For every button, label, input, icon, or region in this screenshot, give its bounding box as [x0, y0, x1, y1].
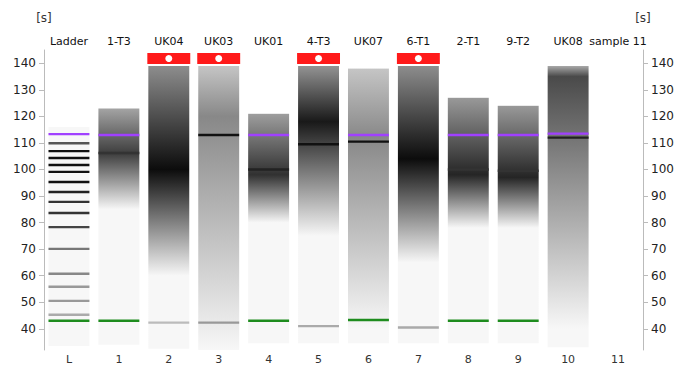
svg-text:130: 130	[13, 83, 36, 97]
svg-text:2-T1: 2-T1	[456, 35, 480, 48]
svg-text:90: 90	[21, 189, 36, 203]
svg-text:40: 40	[21, 322, 36, 336]
svg-text:4: 4	[265, 353, 272, 366]
svg-text:40: 40	[651, 322, 666, 336]
svg-text:2: 2	[165, 353, 172, 366]
svg-text:L: L	[66, 353, 73, 366]
svg-text:80: 80	[21, 216, 36, 230]
svg-text:UK03: UK03	[204, 35, 233, 48]
svg-text:[s]: [s]	[635, 11, 651, 25]
svg-text:10: 10	[561, 353, 575, 366]
svg-text:5: 5	[315, 353, 322, 366]
svg-text:3: 3	[215, 353, 222, 366]
svg-text:80: 80	[651, 216, 666, 230]
svg-text:60: 60	[21, 269, 36, 283]
svg-text:140: 140	[13, 56, 36, 70]
svg-text:7: 7	[415, 353, 422, 366]
svg-text:130: 130	[651, 83, 674, 97]
svg-text:sample 11: sample 11	[589, 35, 647, 48]
svg-text:100: 100	[651, 162, 674, 176]
svg-text:120: 120	[13, 109, 36, 123]
svg-text:6-T1: 6-T1	[407, 35, 431, 48]
svg-text:Ladder: Ladder	[50, 35, 89, 48]
svg-text:UK08: UK08	[553, 35, 582, 48]
svg-text:70: 70	[21, 242, 36, 256]
svg-text:100: 100	[13, 162, 36, 176]
svg-text:4-T3: 4-T3	[307, 35, 331, 48]
svg-text:50: 50	[21, 295, 36, 309]
svg-text:1: 1	[115, 353, 122, 366]
svg-text:[s]: [s]	[36, 11, 52, 25]
svg-text:UK01: UK01	[254, 35, 283, 48]
svg-text:110: 110	[651, 136, 674, 150]
svg-text:110: 110	[13, 136, 36, 150]
svg-text:120: 120	[651, 109, 674, 123]
svg-text:UK04: UK04	[154, 35, 183, 48]
svg-text:6: 6	[365, 353, 372, 366]
svg-text:1-T3: 1-T3	[107, 35, 131, 48]
svg-text:9-T2: 9-T2	[506, 35, 530, 48]
svg-text:90: 90	[651, 189, 666, 203]
svg-text:9: 9	[515, 353, 522, 366]
svg-text:70: 70	[651, 242, 666, 256]
svg-text:60: 60	[651, 269, 666, 283]
svg-text:8: 8	[465, 353, 472, 366]
svg-text:11: 11	[611, 353, 625, 366]
svg-text:140: 140	[651, 56, 674, 70]
svg-text:UK07: UK07	[354, 35, 383, 48]
svg-text:50: 50	[651, 295, 666, 309]
